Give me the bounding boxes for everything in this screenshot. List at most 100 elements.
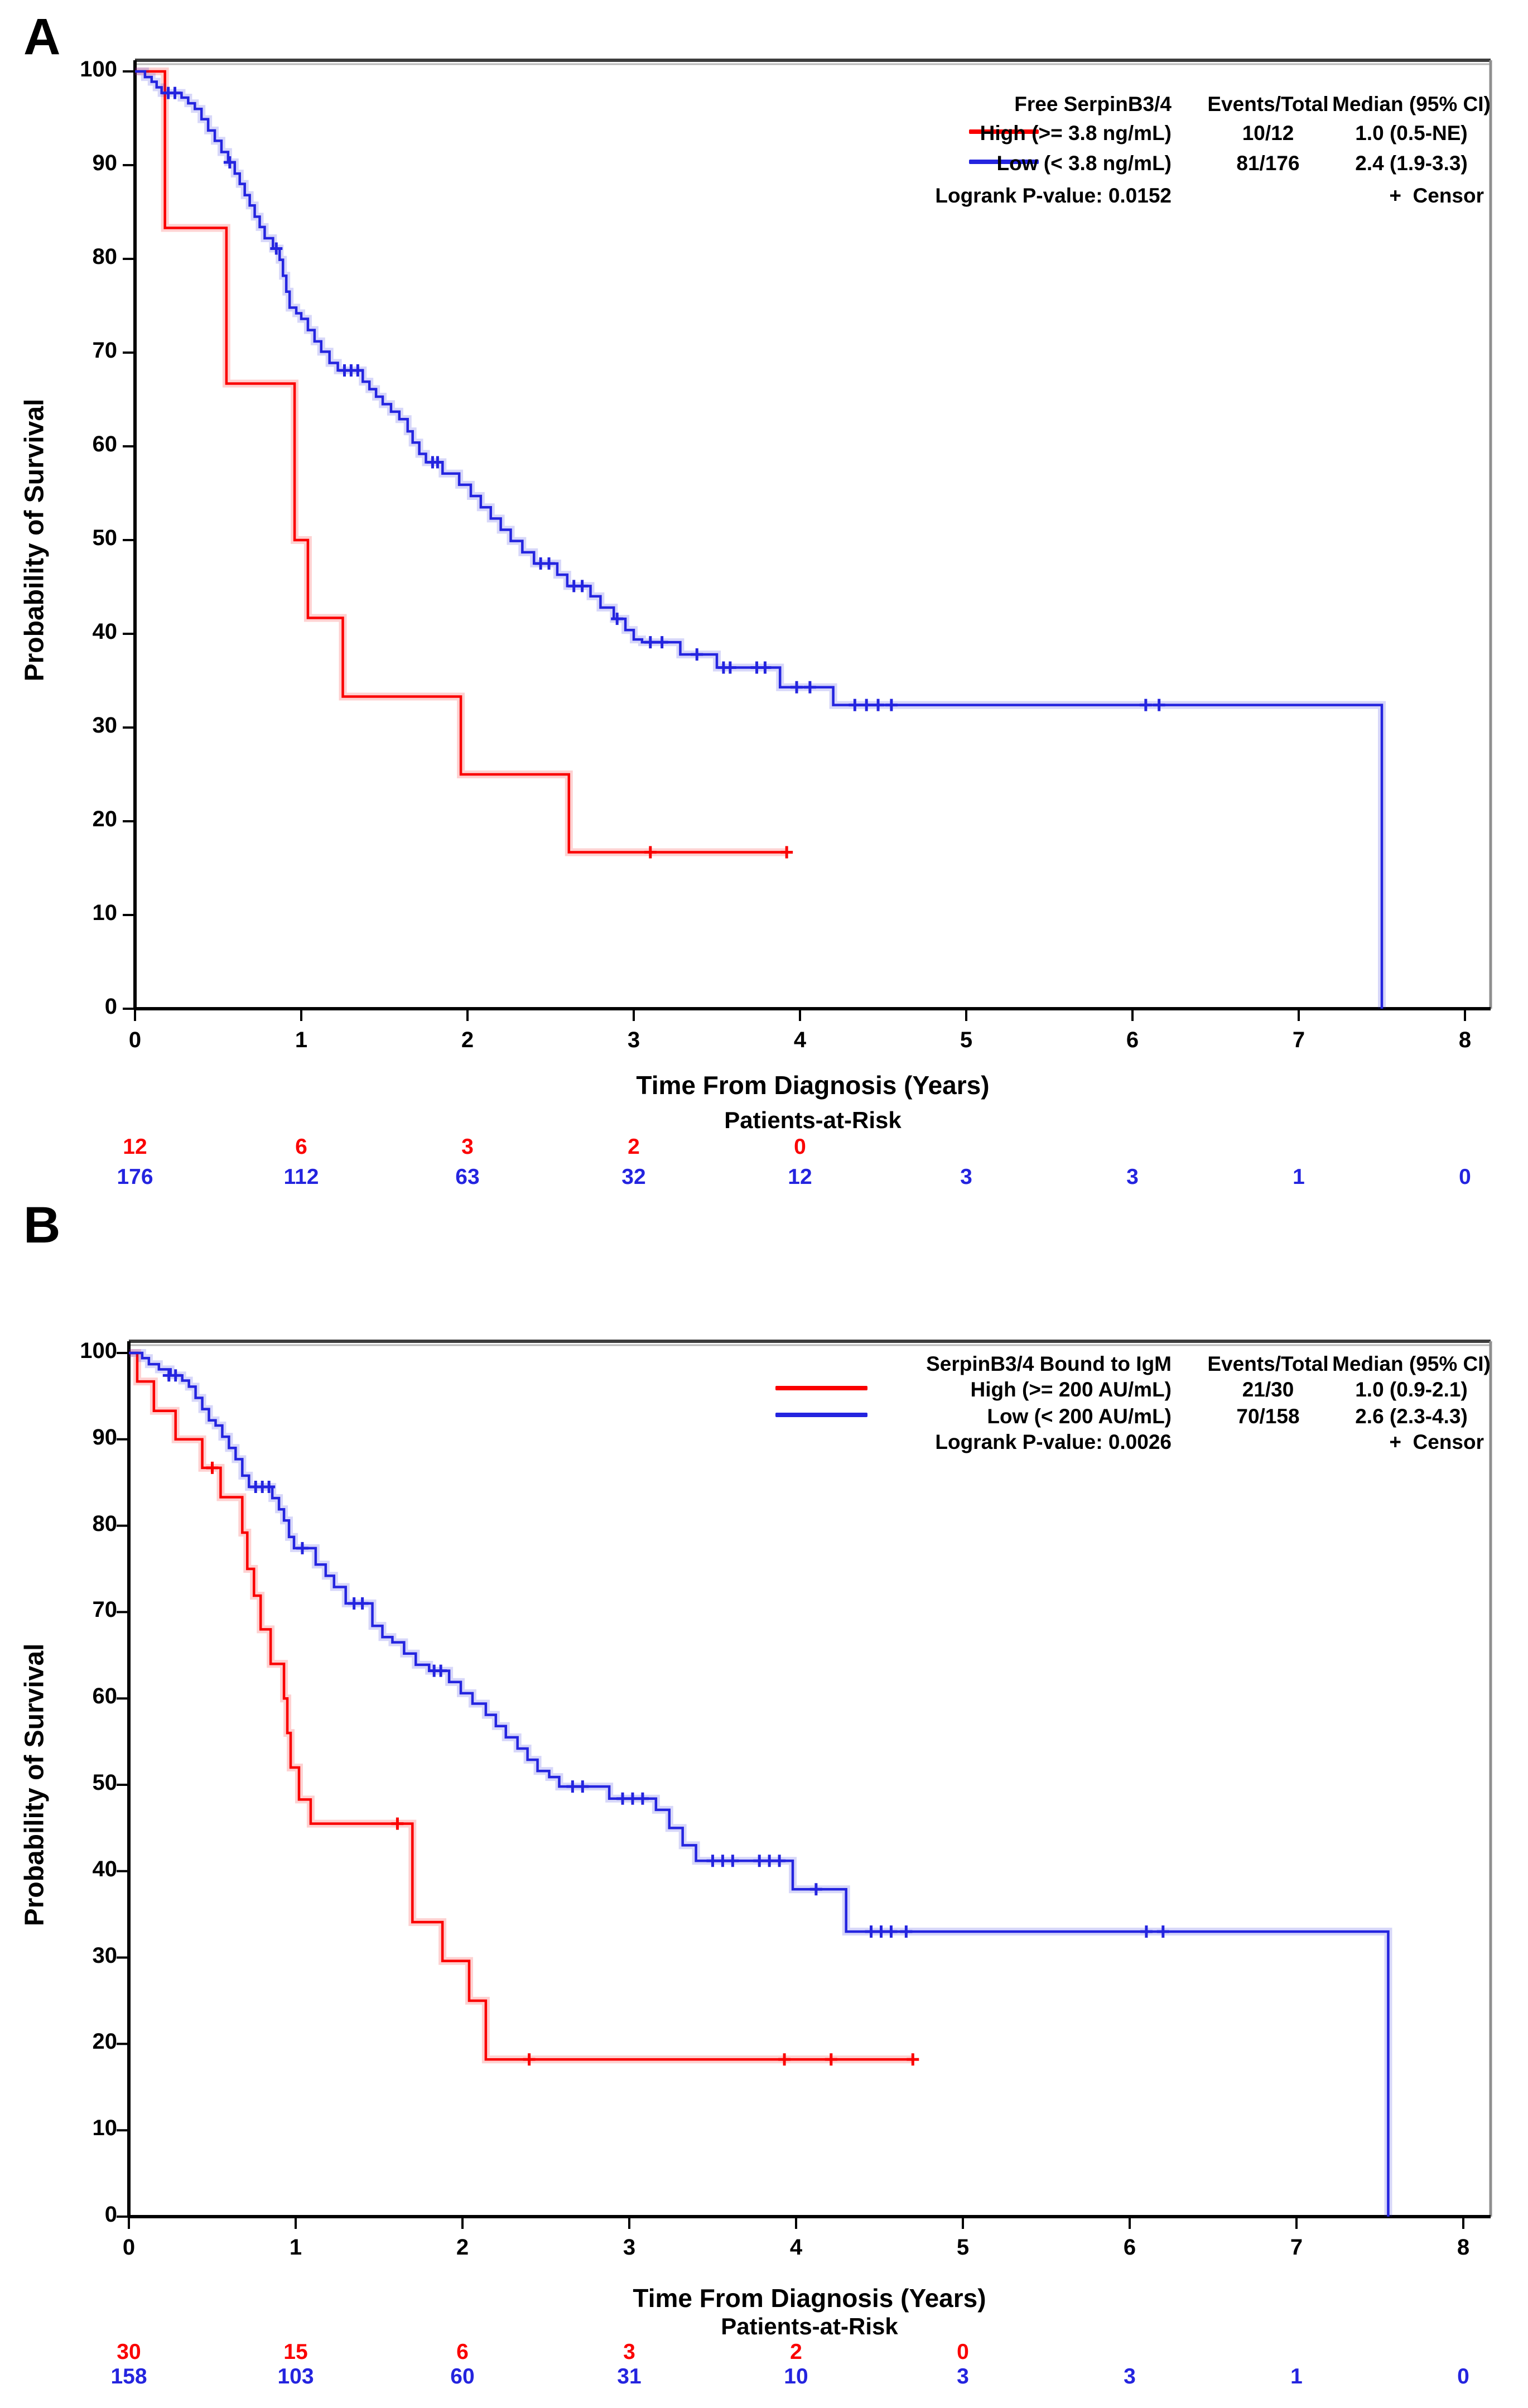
x-tick-label-a: 1 [295, 1028, 308, 1052]
km-curve-high-a [135, 70, 787, 854]
high-series-swatch-a [969, 129, 1039, 134]
legend-median-high-b: 1.0 (0.9-2.1) [1355, 1378, 1468, 1401]
at-risk-count-high-a: 2 [628, 1135, 640, 1159]
x-axis-title-b: Time From Diagnosis (Years) [633, 2284, 986, 2313]
censor-marks-low-a [162, 86, 1165, 711]
km-curve-halo-0-b [129, 1349, 913, 2064]
at-risk-count-low-b: 10 [784, 2364, 808, 2388]
legend-header-events-a: Events/Total [1207, 93, 1329, 115]
km-curve-low-a [135, 70, 1384, 1009]
y-tick-label-a: 50 [92, 526, 118, 550]
censor-marks-high-b [206, 1461, 919, 2066]
legend-header-events-b: Events/Total [1207, 1352, 1329, 1375]
panel-b-letter: B [23, 1197, 61, 1254]
censor-plus-icon-a: + [1389, 184, 1401, 207]
at-risk-count-low-b: 158 [110, 2364, 147, 2388]
at-risk-count-low-a: 12 [788, 1165, 812, 1189]
at-risk-count-low-a: 3 [960, 1165, 972, 1189]
at-risk-count-low-b: 3 [1124, 2364, 1136, 2388]
x-tick-label-a: 8 [1458, 1028, 1472, 1052]
censor-marks-low-b [162, 1369, 1169, 1938]
x-axis-title-a: Time From Diagnosis (Years) [636, 1071, 990, 1100]
at-risk-count-high-b: 2 [790, 2340, 802, 2364]
censor-note-text-a: Censor [1413, 184, 1484, 207]
at-risk-count-high-a: 6 [295, 1135, 307, 1159]
censor-note-text-b: Censor [1413, 1431, 1484, 1453]
y-tick-label-b: 50 [92, 1770, 118, 1795]
y-tick-label-a: 30 [92, 713, 118, 738]
legend-header-group-b: SerpinB3/4 Bound to IgM [926, 1352, 1172, 1375]
legend-header-group-a: Free SerpinB3/4 [1014, 93, 1172, 115]
y-tick-label-a: 0 [104, 994, 117, 1019]
legend-events-low-b: 70/158 [1236, 1405, 1300, 1428]
x-tick-label-a: 4 [793, 1028, 807, 1052]
y-tick-label-b: 60 [92, 1684, 118, 1709]
y-tick-label-a: 60 [92, 432, 118, 456]
low-series-swatch-a [969, 160, 1039, 164]
x-tick-label-b: 8 [1457, 2235, 1470, 2260]
at-risk-count-low-b: 1 [1290, 2364, 1303, 2388]
x-tick-label-a: 7 [1292, 1028, 1305, 1052]
km-curve-high-b [129, 1351, 913, 2061]
y-tick-label-a: 80 [92, 244, 118, 269]
legend-label-high-b: High (>= 200 AU/mL) [970, 1378, 1172, 1401]
at-risk-count-high-a: 0 [794, 1135, 806, 1159]
panel-a-letter: A [23, 8, 61, 65]
at-risk-count-low-b: 0 [1457, 2364, 1469, 2388]
x-tick-label-b: 3 [623, 2235, 636, 2260]
legend-header-median-b: Median (95% CI) [1332, 1352, 1491, 1375]
x-tick-label-a: 3 [627, 1028, 640, 1052]
at-risk-count-low-b: 31 [617, 2364, 642, 2388]
at-risk-count-high-a: 3 [461, 1135, 474, 1159]
y-tick-label-a: 40 [92, 619, 118, 644]
at-risk-count-low-a: 63 [455, 1165, 480, 1189]
y-tick-label-b: 80 [92, 1511, 118, 1536]
low-series-swatch-b [775, 1413, 867, 1417]
x-tick-label-b: 0 [122, 2235, 136, 2260]
y-tick-label-a: 20 [92, 807, 118, 831]
y-tick-label-b: 100 [80, 1338, 117, 1363]
x-tick-label-a: 0 [128, 1028, 142, 1052]
legend-events-low-a: 81/176 [1236, 152, 1300, 175]
legend-events-high-b: 21/30 [1242, 1378, 1294, 1401]
y-tick-label-a: 100 [80, 57, 117, 81]
patients-at-risk-title-a: Patients-at-Risk [724, 1107, 902, 1133]
km-curve-halo-1-b [129, 1349, 1392, 2217]
legend-label-low-a: Low (< 3.8 ng/mL) [996, 152, 1172, 175]
x-tick-label-b: 1 [289, 2235, 302, 2260]
at-risk-count-low-a: 0 [1459, 1165, 1471, 1189]
x-tick-label-a: 5 [960, 1028, 973, 1052]
censor-plus-icon-b: + [1389, 1431, 1401, 1453]
legend-median-high-a: 1.0 (0.5-NE) [1355, 122, 1468, 145]
at-risk-count-high-b: 3 [623, 2340, 635, 2364]
at-risk-count-low-a: 32 [621, 1165, 646, 1189]
x-tick-label-b: 6 [1123, 2235, 1136, 2260]
x-tick-label-a: 2 [461, 1028, 474, 1052]
km-curve-low-b [129, 1351, 1390, 2217]
high-series-swatch-b [775, 1386, 867, 1390]
y-tick-label-a: 10 [92, 900, 118, 925]
x-tick-label-b: 4 [789, 2235, 803, 2260]
logrank-pvalue-a: Logrank P-value: 0.0152 [935, 184, 1172, 207]
y-tick-label-b: 40 [92, 1856, 118, 1881]
censor-marks-high-a [644, 846, 793, 859]
legend-median-low-b: 2.6 (2.3-4.3) [1355, 1405, 1468, 1428]
legend-label-low-b: Low (< 200 AU/mL) [987, 1405, 1172, 1428]
at-risk-count-low-b: 3 [957, 2364, 969, 2388]
y-tick-label-b: 20 [92, 2029, 118, 2054]
y-tick-label-a: 70 [92, 338, 118, 363]
y-tick-label-b: 90 [92, 1424, 118, 1449]
x-tick-label-b: 5 [956, 2235, 970, 2260]
at-risk-count-low-b: 103 [277, 2364, 314, 2388]
at-risk-count-high-b: 6 [456, 2340, 469, 2364]
censor-note-b: + Censor [1333, 1431, 1484, 1454]
at-risk-count-low-a: 176 [117, 1165, 153, 1189]
y-tick-label-b: 70 [92, 1597, 118, 1622]
y-tick-label-b: 30 [92, 1943, 118, 1968]
at-risk-count-low-a: 1 [1293, 1165, 1305, 1189]
legend-events-high-a: 10/12 [1242, 122, 1294, 145]
x-tick-label-b: 2 [456, 2235, 469, 2260]
at-risk-count-high-b: 0 [957, 2340, 969, 2364]
